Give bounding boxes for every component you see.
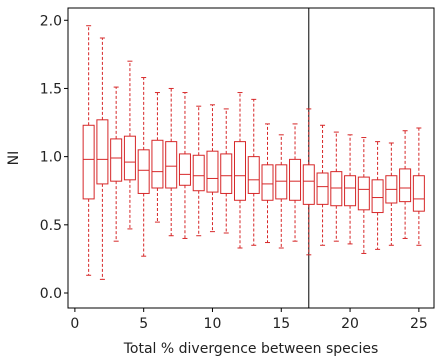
iqr-box (96, 119, 109, 185)
box-16 (289, 123, 302, 242)
iqr-box (302, 164, 315, 205)
iqr-box (261, 164, 274, 201)
iqr-box (247, 156, 260, 194)
box-8 (178, 92, 191, 239)
x-tick-label: 15 (272, 316, 290, 332)
plot-frame (67, 7, 435, 309)
box-15 (275, 134, 288, 249)
iqr-box (220, 153, 233, 194)
iqr-box (165, 141, 178, 189)
iqr-box (330, 171, 343, 207)
box-13 (247, 98, 260, 246)
box-9 (192, 105, 205, 237)
box-2 (96, 37, 109, 280)
iqr-box (192, 154, 205, 192)
iqr-box (178, 153, 191, 186)
x-tick-label: 10 (204, 316, 222, 332)
iqr-box (123, 135, 136, 181)
iqr-box (110, 138, 123, 182)
iqr-box (357, 176, 370, 211)
iqr-box (316, 172, 329, 205)
box-14 (261, 123, 274, 244)
box-6 (151, 92, 164, 223)
iqr-box (275, 164, 288, 200)
box-7 (165, 87, 178, 237)
y-tick-label: 0.5 (40, 218, 62, 234)
box-24 (399, 130, 412, 239)
x-tick-label: 25 (410, 316, 428, 332)
iqr-box (289, 158, 302, 201)
box-21 (357, 137, 370, 254)
box-20 (344, 134, 357, 245)
box-23 (385, 142, 398, 246)
x-tick-label: 0 (70, 316, 79, 332)
iqr-box (82, 124, 95, 200)
box-3 (110, 86, 123, 242)
box-17 (302, 108, 315, 256)
iqr-box (371, 179, 384, 214)
box-10 (206, 104, 219, 233)
y-tick-label: 2.0 (40, 13, 62, 29)
iqr-box (399, 168, 412, 203)
x-tick-label: 5 (139, 316, 148, 332)
box-12 (233, 92, 246, 249)
box-4 (123, 60, 136, 230)
y-axis-label: NI (6, 151, 22, 166)
plot-border (67, 7, 435, 309)
box-11 (220, 108, 233, 234)
iqr-box (233, 141, 246, 201)
iqr-box (344, 175, 357, 207)
box-18 (316, 124, 329, 246)
x-tick-label: 20 (341, 316, 359, 332)
box-5 (137, 77, 150, 257)
box-25 (412, 127, 425, 246)
x-axis-ticks: 0 5 10 15 20 25 (70, 308, 428, 332)
x-axis-label: Total % divergence between species (123, 341, 379, 357)
box-22 (371, 141, 384, 250)
iqr-box (412, 175, 425, 212)
iqr-box (206, 150, 219, 193)
box-19 (330, 131, 343, 242)
boxes-layer (82, 25, 425, 280)
iqr-box (137, 149, 150, 194)
iqr-box (151, 139, 164, 189)
y-tick-label: 1.5 (40, 81, 62, 97)
box-1 (82, 25, 95, 276)
y-axis-ticks: 0.0 0.5 1.0 1.5 2.0 (40, 13, 68, 302)
y-tick-label: 1.0 (40, 150, 62, 166)
y-tick-label: 0.0 (40, 286, 62, 302)
